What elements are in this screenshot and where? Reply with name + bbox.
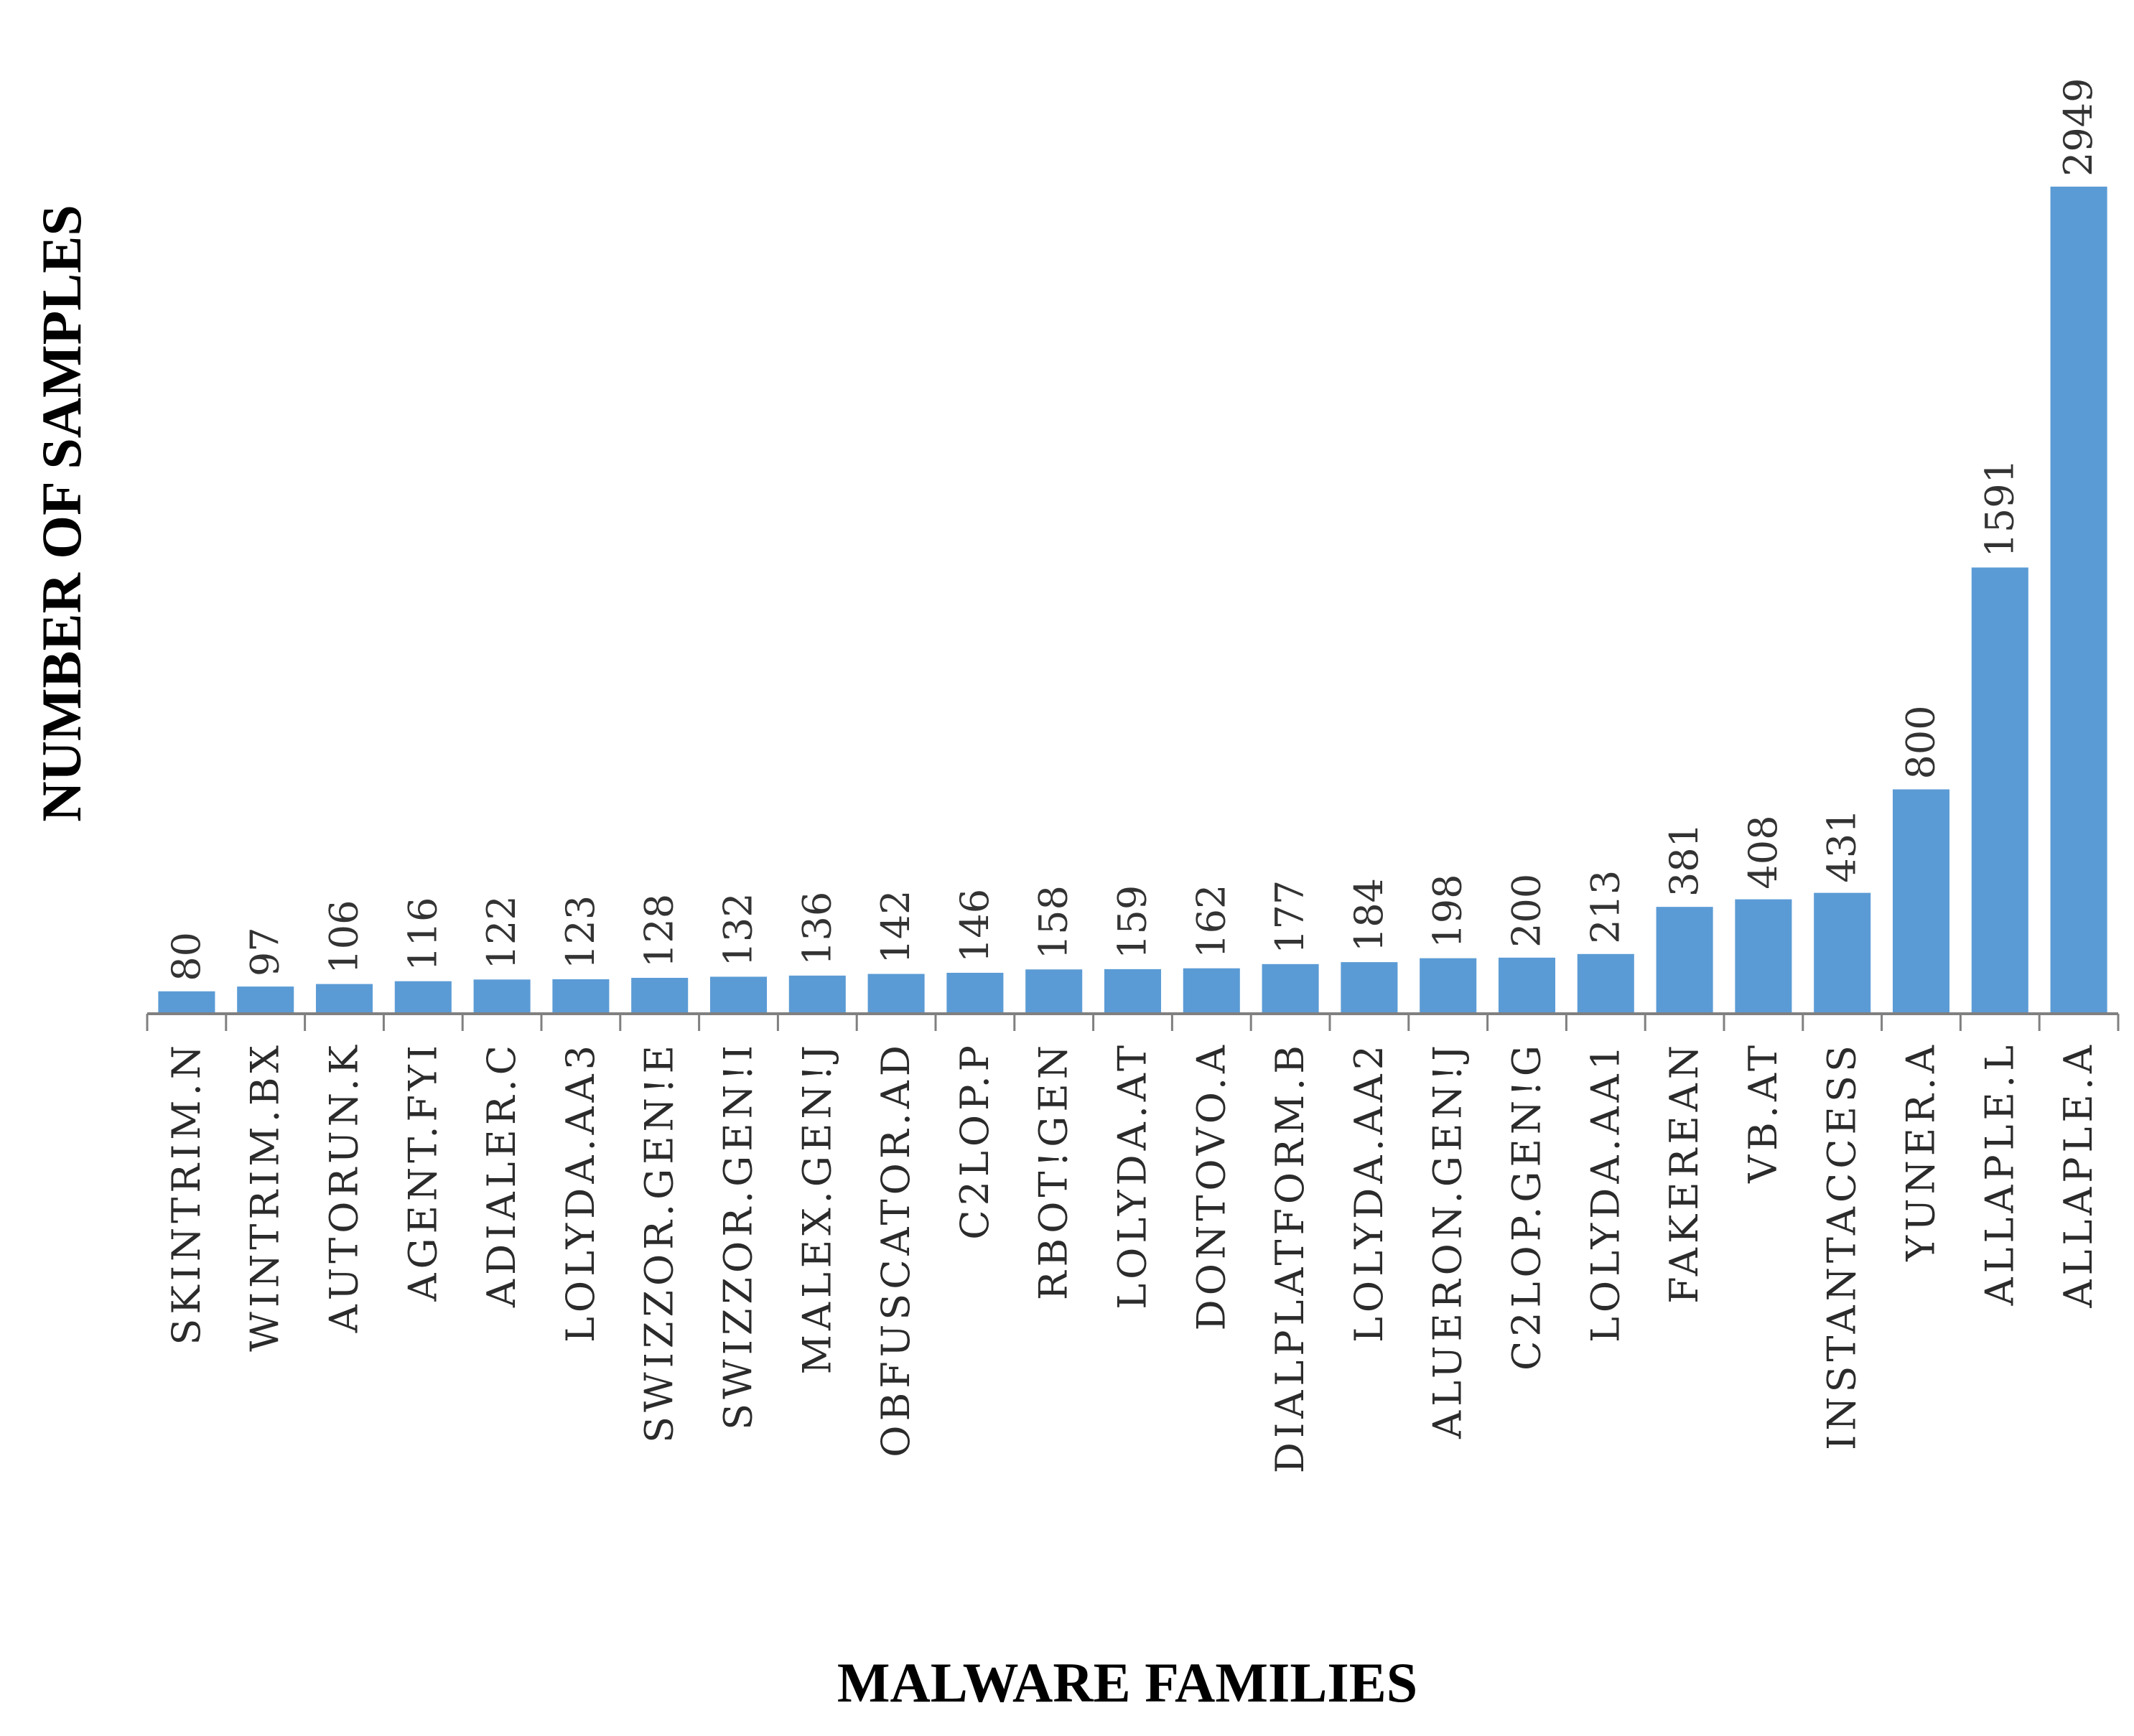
data-label: 132	[716, 892, 761, 966]
bar-adialer-c	[473, 979, 531, 1014]
data-labels-group: 80 97 106 116 122 123 128 132 136 142 146 158 159 162…	[164, 78, 2101, 981]
bar-rbot-gen	[1025, 969, 1083, 1014]
bar-lolyda-aa1	[1577, 953, 1634, 1014]
x-tick-label: LOLYDA.AA2	[1346, 1041, 1392, 1343]
data-label: 200	[1504, 874, 1550, 948]
data-label: 2949	[2056, 78, 2101, 176]
bar-dontovo-a	[1183, 968, 1240, 1014]
bar-obfuscator-ad	[867, 974, 925, 1014]
data-label: 198	[1425, 874, 1471, 948]
bar-lolyda-at	[1104, 969, 1162, 1014]
x-tick-label: ADIALER.C	[479, 1041, 524, 1308]
x-tick-label: ALUERON.GEN!J	[1425, 1041, 1471, 1439]
bar-fakerean	[1656, 907, 1713, 1014]
x-tick-label: AUTORUN.K	[322, 1041, 367, 1333]
data-label: 122	[479, 895, 524, 969]
x-tick-label: YUNER.A	[1898, 1041, 1944, 1262]
bar-dialplatform-b	[1262, 963, 1319, 1014]
data-label: 408	[1741, 816, 1786, 890]
bar-lolyda-aa2	[1341, 962, 1398, 1014]
x-tick-label: C2LOP.GEN!G	[1504, 1041, 1550, 1371]
x-tick-label: ALLAPLE.L	[1977, 1041, 2022, 1306]
x-tick-label: SKINTRIM.N	[164, 1041, 209, 1345]
data-label: 800	[1898, 705, 1944, 779]
x-tick-label: SWIZZOR.GEN!I	[716, 1041, 761, 1430]
x-tick-label: RBOT!GEN	[1031, 1041, 1076, 1300]
data-label: 177	[1267, 880, 1313, 954]
x-tick-label: ALLAPLE.A	[2056, 1041, 2101, 1309]
x-tick-label: DONTOVO.A	[1188, 1041, 1234, 1330]
data-label: 431	[1820, 809, 1865, 883]
bar-autorun-k	[315, 984, 373, 1014]
bar-agent-fyi	[394, 981, 452, 1014]
bar-skintrim-n	[158, 991, 215, 1014]
data-label: 213	[1583, 870, 1628, 944]
bar-malex-gen-j	[788, 975, 846, 1014]
data-label: 97	[243, 927, 288, 976]
data-label: 136	[794, 892, 839, 966]
bar-c2lop-p	[946, 972, 1004, 1014]
bar-alueron-gen-j	[1420, 958, 1477, 1014]
bar-allaple-l	[1971, 567, 2028, 1014]
bar-swizzor-gen-e	[631, 977, 689, 1014]
bar-vb-at	[1735, 899, 1792, 1014]
data-label: 106	[322, 900, 367, 974]
bar-wintrim-bx	[237, 986, 294, 1014]
data-label: 116	[400, 897, 445, 971]
bars-group	[158, 186, 2107, 1014]
x-tick-label: C2LOP.P	[952, 1041, 997, 1240]
bar-swizzor-gen-i	[709, 976, 768, 1014]
data-label: 159	[1110, 885, 1155, 959]
data-label: 381	[1662, 823, 1707, 897]
x-tick-label: WINTRIM.BX	[243, 1041, 288, 1352]
x-axis-title: MALWARE FAMILIES	[837, 1651, 1417, 1714]
data-label: 1591	[1977, 459, 2022, 557]
bar-allaple-a	[2050, 186, 2107, 1014]
x-tick-label: SWIZZOR.GEN!E	[637, 1041, 682, 1443]
x-tick-label: FAKEREAN	[1662, 1041, 1707, 1304]
x-tick-label: LOLYDA.AA3	[558, 1041, 603, 1343]
x-tick-label: LOLYDA.AA1	[1583, 1041, 1628, 1343]
x-tick-label: AGENT.FYI	[400, 1041, 445, 1302]
x-tick-label: MALEX.GEN!J	[794, 1041, 839, 1374]
x-tick-labels-group: SKINTRIM.N WINTRIM.BX AUTORUN.K AGENT.FYI AD…	[164, 1041, 2101, 1473]
data-label: 184	[1346, 878, 1392, 952]
bar-instantaccess	[1814, 892, 1871, 1014]
x-tick-label: OBFUSCATOR.AD	[873, 1041, 918, 1457]
x-tick-label: DIALPLATFORM.B	[1267, 1041, 1313, 1473]
data-label: 123	[558, 895, 603, 969]
data-label: 80	[164, 932, 209, 981]
bar-yuner-a	[1892, 789, 1950, 1014]
data-label: 158	[1031, 885, 1076, 959]
data-label: 128	[637, 894, 682, 968]
data-label: 142	[873, 890, 918, 963]
x-tick-label: LOLYDA.AT	[1110, 1041, 1155, 1310]
y-axis-title: NUMBER OF SAMPLES	[30, 205, 93, 822]
bar-c2lop-gen-g	[1498, 957, 1556, 1014]
x-tick-label: INSTANTACCESS	[1820, 1041, 1865, 1450]
x-ticks-group	[146, 1014, 2120, 1031]
data-label: 162	[1188, 885, 1234, 958]
data-label: 146	[952, 889, 997, 963]
x-tick-label: VB.AT	[1741, 1041, 1786, 1184]
bar-lolyda-aa3	[552, 979, 610, 1014]
